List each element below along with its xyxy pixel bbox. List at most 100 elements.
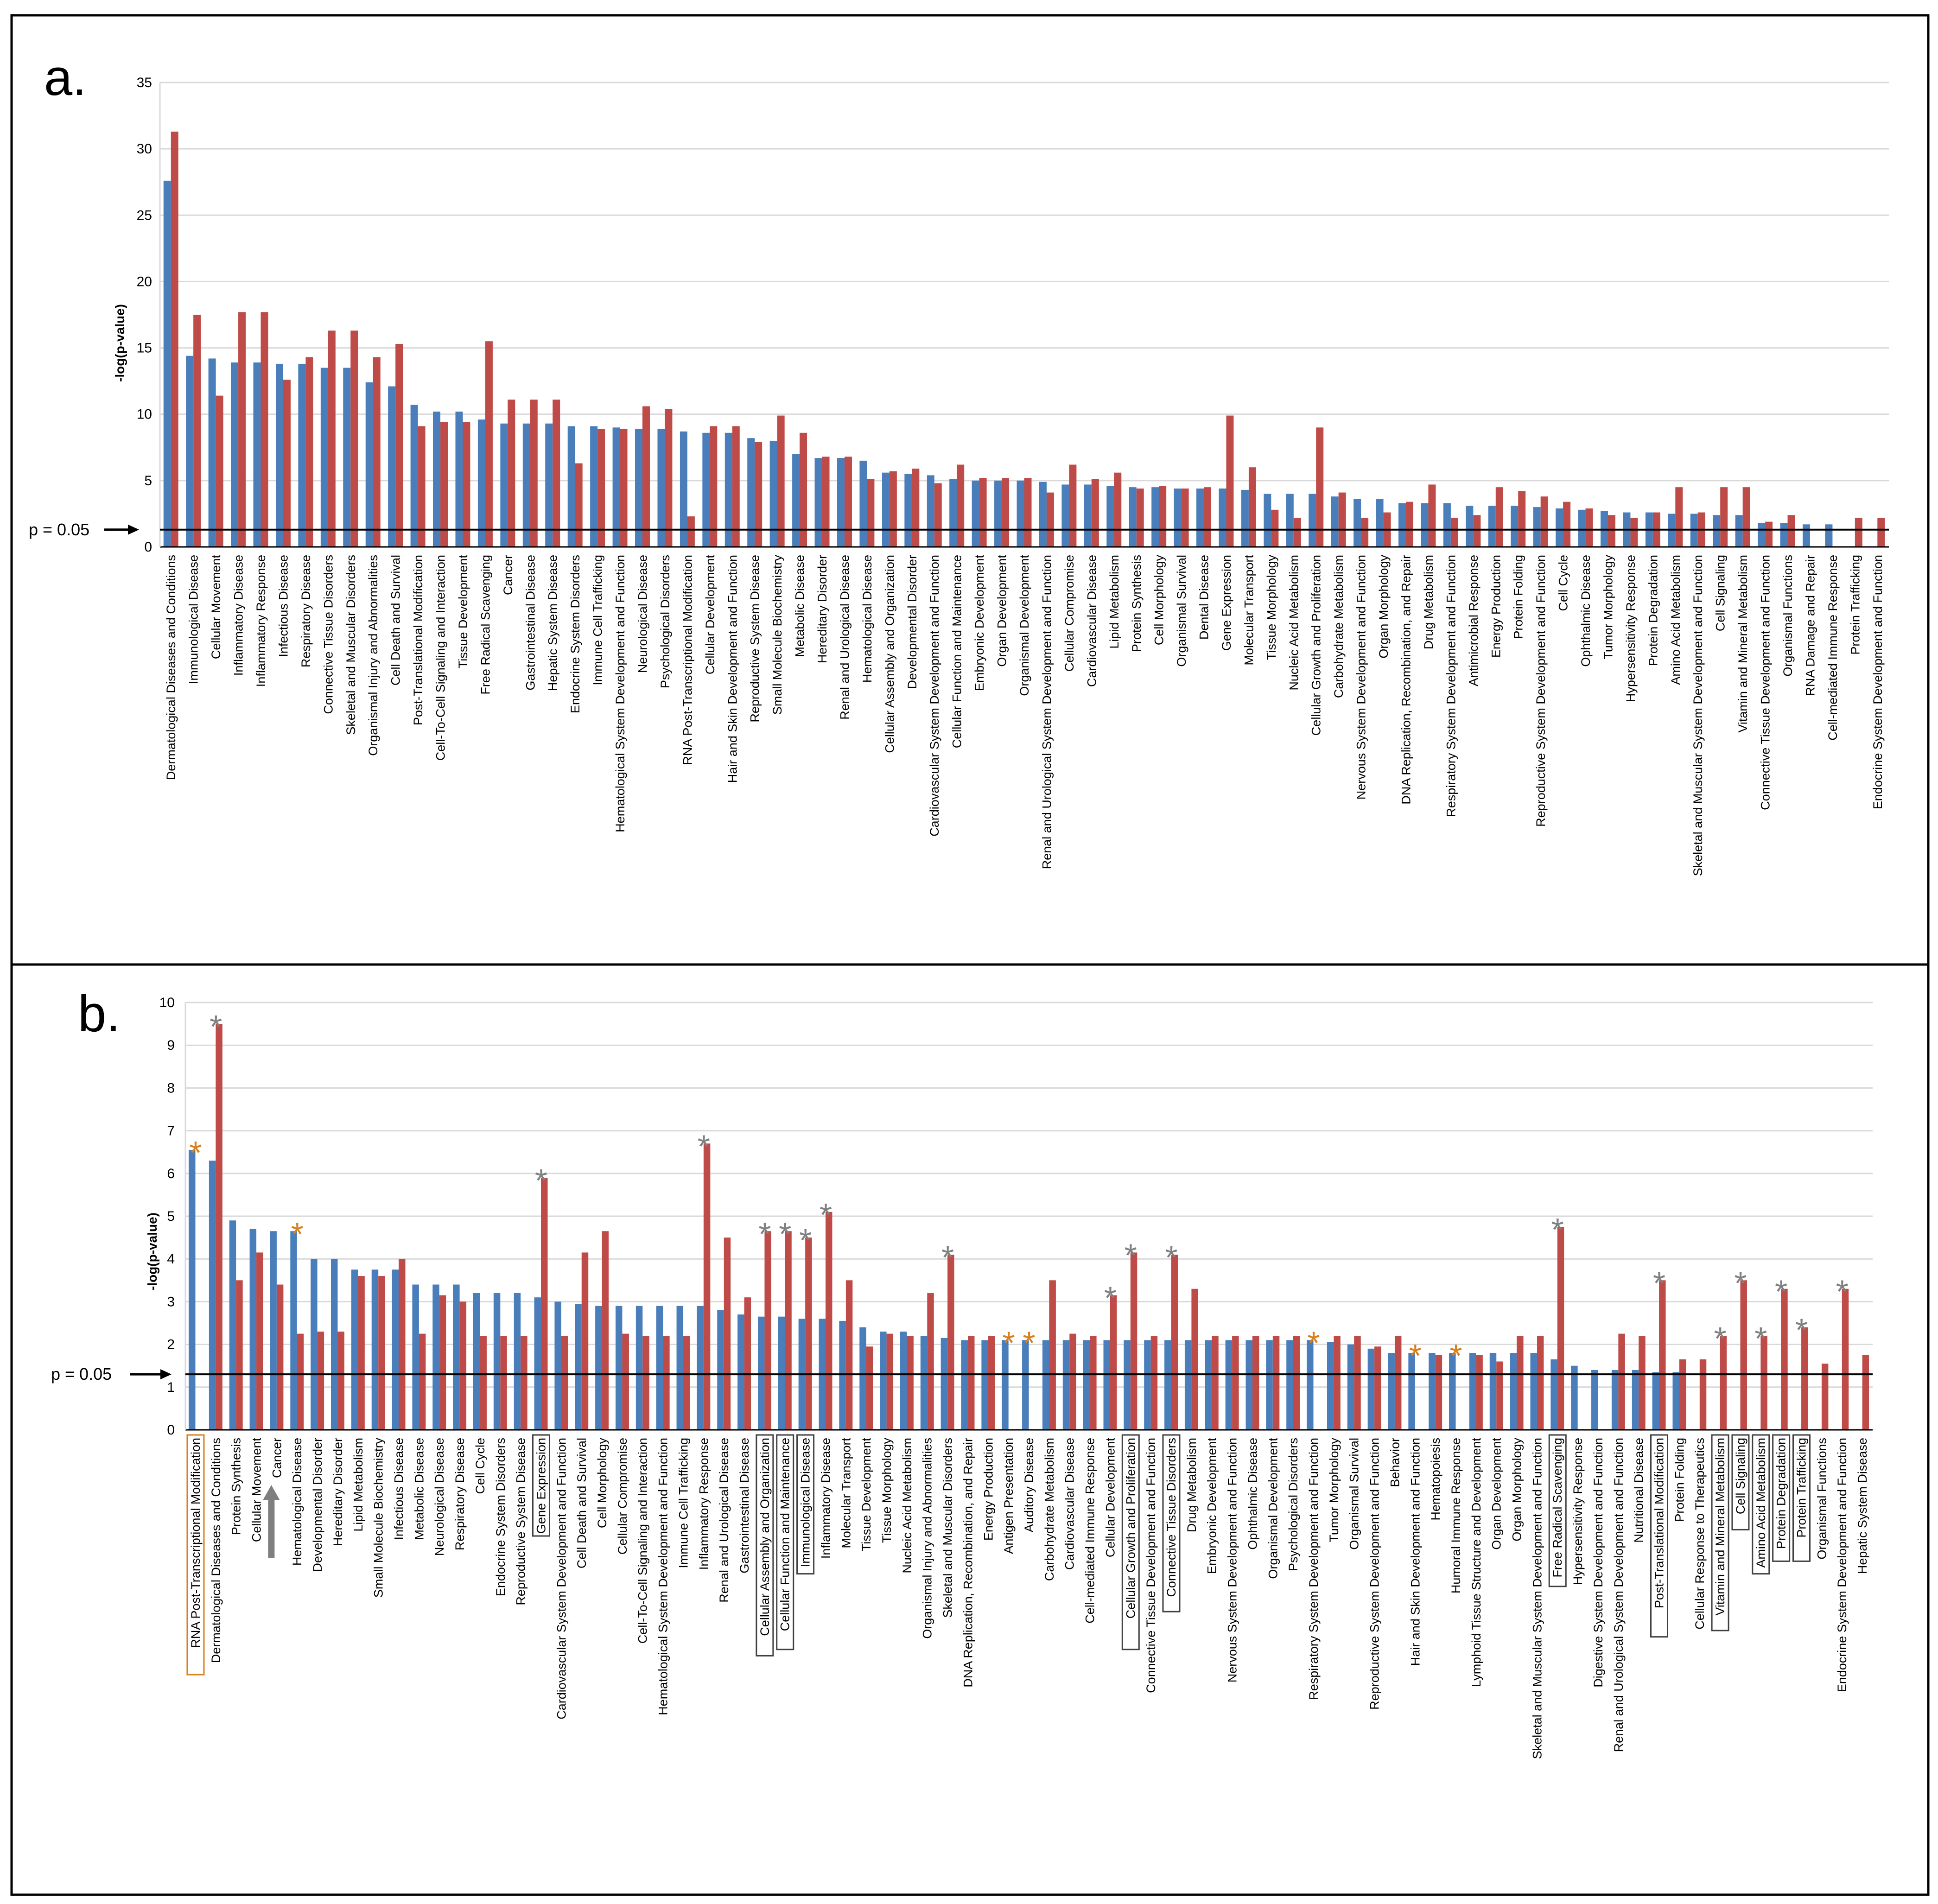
bar-red-72	[1765, 521, 1773, 547]
bar-red-73	[1787, 515, 1795, 547]
bar-blue-53	[1245, 1340, 1252, 1430]
bar-red-66	[1630, 518, 1638, 547]
category-label: Cardiovascular System Development and Fu…	[554, 1438, 568, 1720]
bar-blue-16	[500, 423, 508, 547]
category-label: Cell-mediated Immune Response	[1826, 555, 1840, 741]
asterisk-marker: *	[799, 1222, 812, 1258]
category-label: Respiratory System Development and Funct…	[1307, 1438, 1321, 1700]
threshold-label: p = 0.05	[51, 1365, 112, 1384]
bar-blue-57	[1327, 1342, 1334, 1430]
category-label: Cellular Response to Therapeutics	[1693, 1438, 1707, 1630]
category-label: Reproductive System Development and Func…	[1534, 555, 1548, 827]
category-label: Carbohydrate Metabolism	[1042, 1438, 1056, 1581]
category-label: Cell Cycle	[473, 1438, 487, 1494]
category-label: Cellular Assembly and Organization	[758, 1438, 772, 1636]
y-tick-label: 0	[144, 539, 152, 555]
bar-blue-63	[1449, 1353, 1456, 1430]
bar-blue-39	[1017, 480, 1024, 547]
y-tick-label: 1	[167, 1380, 175, 1395]
bar-blue-74	[1672, 1372, 1679, 1430]
bar-red-36	[957, 464, 965, 547]
bar-red-10	[378, 1276, 385, 1430]
threshold-arrow-icon	[160, 1369, 172, 1380]
category-label: RNA Post-Transcriptional Modification	[680, 555, 694, 765]
bar-blue-13	[432, 1284, 439, 1430]
bar-blue-60	[1488, 506, 1496, 547]
category-label-box	[1162, 1434, 1181, 1612]
asterisk-marker: *	[1551, 1212, 1564, 1248]
bar-blue-36	[949, 479, 957, 547]
category-label: Cellular Movement	[249, 1438, 263, 1542]
bar-red-25	[710, 426, 718, 547]
category-label: Nucleic Acid Metabolism	[900, 1438, 914, 1574]
asterisk-marker: *	[1104, 1280, 1117, 1316]
bar-red-77	[1740, 1280, 1747, 1430]
category-label: Small Molecule Biochemistry	[372, 1438, 386, 1598]
bar-blue-22	[635, 429, 643, 547]
bar-red-39	[1024, 478, 1032, 547]
category-label: Cellular Function and Maintenance	[950, 555, 964, 748]
category-label: Connective Tissue Development and Functi…	[1759, 555, 1773, 810]
category-label: Gene Expression	[1220, 555, 1233, 651]
bar-red-32	[826, 1212, 832, 1430]
bar-blue-45	[1151, 487, 1159, 547]
bar-blue-5	[270, 1231, 277, 1430]
category-label-box	[1711, 1434, 1729, 1631]
category-label: Embryonic Development	[972, 555, 986, 692]
bar-red-57	[1428, 484, 1436, 547]
bar-blue-48	[1144, 1340, 1151, 1430]
bar-red-51	[1212, 1336, 1219, 1430]
bar-red-68	[1675, 487, 1683, 547]
category-label: Protein Folding	[1512, 555, 1525, 639]
bar-red-59	[1473, 515, 1481, 547]
bar-blue-22	[615, 1306, 623, 1430]
bar-blue-58	[1347, 1344, 1354, 1430]
category-label: Lipid Metabolism	[1107, 555, 1121, 649]
category-label: Organismal Development	[1266, 1438, 1280, 1579]
bar-blue-43	[1042, 1340, 1049, 1430]
category-label: Protein Trafficking	[1848, 555, 1862, 655]
category-label: Tissue Development	[859, 1438, 873, 1552]
bar-blue-25	[702, 432, 710, 547]
y-tick-label: 7	[167, 1123, 175, 1139]
bar-blue-31	[837, 458, 845, 547]
y-axis-label: -log(p-value)	[145, 1212, 159, 1290]
bar-red-38	[1002, 478, 1010, 547]
category-label: Behavior	[1388, 1438, 1402, 1487]
bar-blue-42	[1022, 1340, 1029, 1430]
category-label: Cellular Development	[703, 555, 717, 675]
bar-blue-61	[1511, 506, 1519, 547]
y-tick-label: 10	[137, 407, 152, 422]
bar-red-2	[216, 1024, 222, 1430]
category-label: Hematological System Development and Fun…	[656, 1438, 670, 1715]
bar-red-34	[912, 469, 920, 547]
bar-blue-2	[186, 355, 194, 547]
category-label: Endocrine System Disorders	[568, 555, 582, 713]
bar-red-34	[866, 1346, 873, 1430]
bar-blue-40	[1039, 482, 1047, 547]
bar-red-47	[1204, 487, 1212, 547]
bar-red-25	[683, 1336, 690, 1430]
bar-red-49	[1171, 1254, 1178, 1430]
bar-blue-20	[575, 1304, 582, 1430]
bar-red-9	[350, 330, 358, 547]
category-label: Organ Morphology	[1510, 1438, 1524, 1542]
bar-red-54	[1361, 518, 1369, 547]
category-label: Dermatological Diseases and Conditions	[209, 1438, 223, 1663]
bar-red-12	[419, 1333, 426, 1430]
category-label: Hereditary Disorder	[815, 555, 829, 663]
bar-red-22	[642, 406, 650, 547]
bar-red-21	[602, 1231, 609, 1430]
bar-blue-30	[778, 1316, 785, 1430]
category-label: Inflammatory Disease	[819, 1438, 832, 1559]
bar-blue-61	[1408, 1353, 1415, 1430]
category-label: Hair and Skin Development and Function	[1408, 1438, 1422, 1666]
category-label: Connective Tissue Disorders	[1164, 1438, 1178, 1597]
category-label: Ophthalmic Disease	[1245, 1438, 1259, 1550]
bar-red-55	[1293, 1336, 1300, 1430]
category-label: Endocrine System Development and Functio…	[1871, 555, 1885, 809]
asterisk-marker: *	[698, 1128, 710, 1164]
bar-blue-73	[1652, 1372, 1659, 1430]
bar-red-60	[1495, 487, 1503, 547]
bar-red-31	[844, 457, 852, 547]
